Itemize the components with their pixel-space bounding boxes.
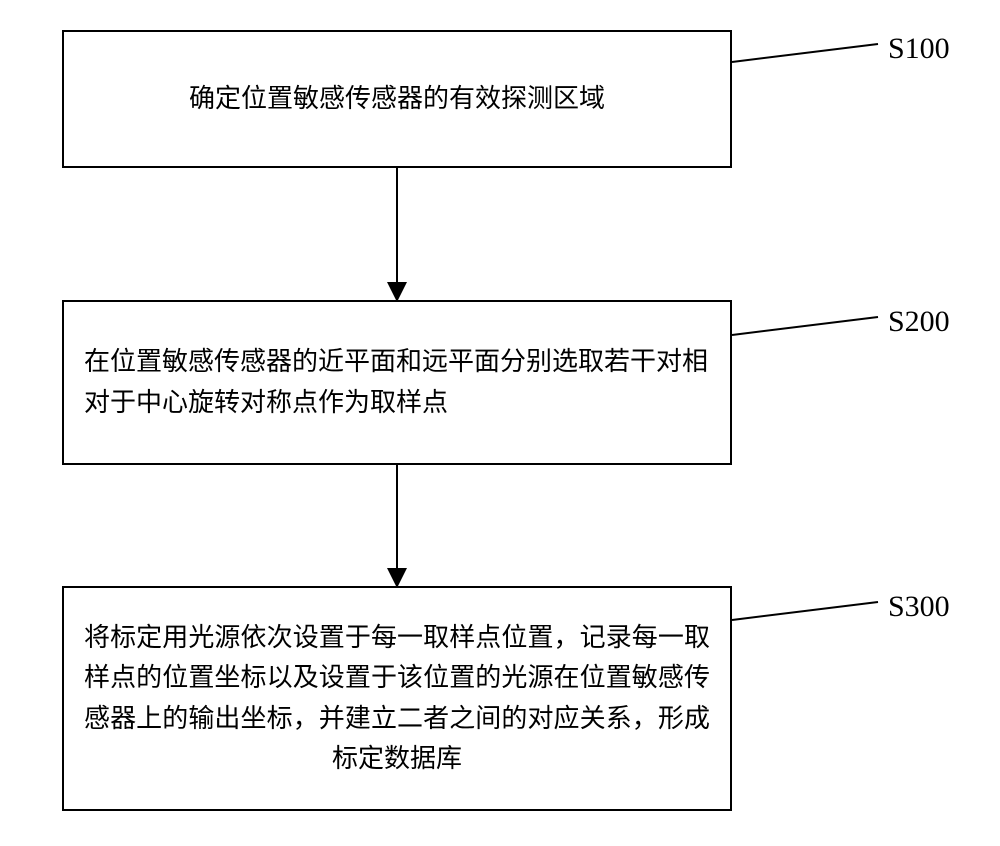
flowchart-container: 确定位置敏感传感器的有效探测区域 在位置敏感传感器的近平面和远平面分别选取若干对…: [0, 0, 1000, 846]
leader-s100: [732, 44, 878, 62]
step-text-s200: 在位置敏感传感器的近平面和远平面分别选取若干对相对于中心旋转对称点作为取样点: [84, 342, 710, 423]
step-label-s200: S200: [888, 305, 950, 339]
step-label-s300: S300: [888, 590, 950, 624]
step-box-s100: 确定位置敏感传感器的有效探测区域: [62, 30, 732, 168]
leader-s200: [732, 317, 878, 335]
step-label-s100: S100: [888, 32, 950, 66]
step-box-s300: 将标定用光源依次设置于每一取样点位置，记录每一取样点的位置坐标以及设置于该位置的…: [62, 586, 732, 811]
step-text-s100: 确定位置敏感传感器的有效探测区域: [84, 79, 710, 119]
step-box-s200: 在位置敏感传感器的近平面和远平面分别选取若干对相对于中心旋转对称点作为取样点: [62, 300, 732, 465]
leader-s300: [732, 602, 878, 620]
step-text-s300: 将标定用光源依次设置于每一取样点位置，记录每一取样点的位置坐标以及设置于该位置的…: [84, 618, 710, 779]
